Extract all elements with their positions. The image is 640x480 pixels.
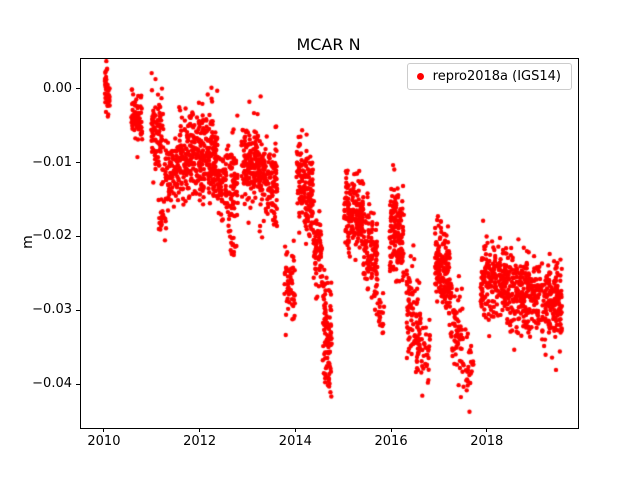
x-tick-label: 2016 <box>374 434 408 449</box>
x-tick <box>199 428 201 432</box>
chart-title: MCAR N <box>296 35 361 54</box>
x-tick <box>486 428 488 432</box>
plot-area <box>80 58 579 429</box>
points-canvas <box>81 59 578 428</box>
x-tick <box>294 428 296 432</box>
x-tick-label: 2014 <box>278 434 312 449</box>
legend-label: repro2018a (IGS14) <box>432 69 561 84</box>
y-tick <box>76 309 80 311</box>
y-tick-label: 0.00 <box>43 80 72 96</box>
y-tick <box>76 235 80 237</box>
x-tick-label: 2018 <box>470 434 504 449</box>
x-tick-label: 2010 <box>87 434 121 449</box>
legend-marker-icon <box>416 73 424 80</box>
y-tick <box>76 162 80 164</box>
y-tick <box>76 383 80 385</box>
x-tick <box>103 428 105 432</box>
y-tick-label: −0.01 <box>32 154 72 170</box>
x-tick-label: 2012 <box>183 434 217 449</box>
y-tick-label: −0.02 <box>32 228 72 244</box>
x-tick <box>390 428 392 432</box>
y-tick-label: −0.03 <box>32 302 72 318</box>
legend: repro2018a (IGS14) <box>406 63 572 90</box>
y-tick-label: −0.04 <box>32 376 72 391</box>
y-tick <box>76 88 80 90</box>
